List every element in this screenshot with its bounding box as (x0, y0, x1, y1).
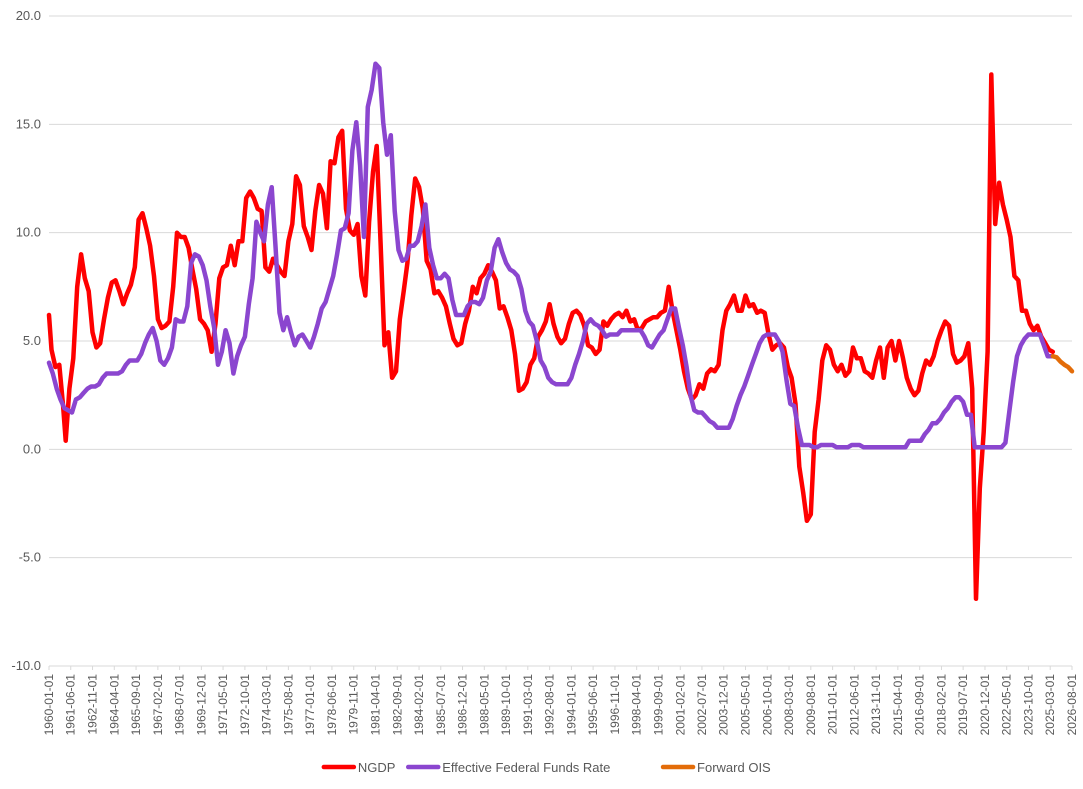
x-tick-label: 1974-03-01 (260, 674, 274, 736)
series-line-effective-federal-funds-rate (46, 61, 1056, 450)
x-tick-label: 1982-09-01 (390, 674, 404, 736)
x-tick-label: 1991-03-01 (521, 674, 535, 736)
series-line-ngdp (46, 72, 1056, 602)
y-tick-label: 15.0 (16, 116, 41, 131)
x-tick-label: 2025-03-01 (1043, 674, 1057, 736)
x-tick-label: 1962-11-01 (86, 674, 100, 735)
x-tick-label: 2022-05-01 (1000, 674, 1014, 736)
series-line-forward-ois (1050, 353, 1075, 374)
x-tick-label: 1978-06-01 (325, 674, 339, 736)
legend-label-effective-federal-funds-rate: Effective Federal Funds Rate (442, 760, 610, 775)
x-tick-label: 2006-10-01 (760, 674, 774, 736)
y-tick-label: 10.0 (16, 225, 41, 240)
x-tick-label: 1965-09-01 (129, 674, 143, 736)
x-tick-label: 2001-02-01 (673, 674, 687, 736)
legend-label-forward-ois: Forward OIS (697, 760, 771, 775)
x-tick-label: 2016-09-01 (913, 674, 927, 736)
x-tick-label: 1992-08-01 (543, 674, 557, 736)
x-tick-label: 1994-01-01 (564, 674, 578, 736)
x-tick-label: 1996-11-01 (608, 674, 622, 735)
x-tick-label: 1988-05-01 (477, 674, 491, 736)
x-tick-label: 1977-01-01 (303, 674, 317, 736)
x-tick-label: 1995-06-01 (586, 674, 600, 736)
x-tick-label: 2003-12-01 (717, 674, 731, 736)
x-tick-label: 2011-01-01 (826, 674, 840, 735)
x-tick-label: 2019-07-01 (956, 674, 970, 736)
x-tick-label: 2020-12-01 (978, 674, 992, 736)
gridlines (49, 15, 1072, 667)
x-tick-label: 1971-05-01 (216, 674, 230, 736)
x-tick-label: 1986-12-01 (456, 674, 470, 736)
x-tick-label: 2005-05-01 (738, 674, 752, 736)
x-tick-label: 2012-06-01 (847, 674, 861, 736)
x-tick-label: 1968-07-01 (173, 674, 187, 736)
x-tick-label: 1998-04-01 (630, 674, 644, 736)
x-tick-label: 2023-10-01 (1021, 674, 1035, 736)
y-axis-tick-labels: 20.0 15.0 10.0 5.0 0.0 -5.0 -10.0 (11, 8, 41, 673)
x-tick-label: 2008-03-01 (782, 674, 796, 736)
x-tick-label: 1961-06-01 (64, 674, 78, 736)
x-tick-label: 1981-04-01 (368, 674, 382, 736)
y-tick-label: -5.0 (19, 550, 41, 565)
x-tick-label: 2009-08-01 (804, 674, 818, 736)
x-tick-label: 1989-10-01 (499, 674, 513, 736)
y-tick-label: -10.0 (11, 658, 41, 673)
x-tick-label: 1999-09-01 (651, 674, 665, 736)
legend-label-ngdp: NGDP (358, 760, 396, 775)
x-tick-label: 2002-07-01 (695, 674, 709, 736)
x-tick-label: 2026-08-01 (1065, 674, 1079, 736)
x-tick-label: 2015-04-01 (891, 674, 905, 736)
x-tick-label: 1979-11-01 (347, 674, 361, 735)
x-tick-label: 2018-02-01 (934, 674, 948, 736)
x-axis-tick-labels: 1960-01-01 1961-06-01 1962-11-01 1964-04-01… (42, 666, 1079, 735)
x-tick-label: 1984-02-01 (412, 674, 426, 736)
x-tick-label: 1972-10-01 (238, 674, 252, 736)
x-tick-label: 2013-11-01 (869, 674, 883, 735)
legend: NGDP Effective Federal Funds Rate Forward … (321, 760, 771, 775)
x-tick-label: 1964-04-01 (107, 674, 121, 736)
y-tick-label: 0.0 (23, 441, 41, 456)
x-tick-label: 1985-07-01 (434, 674, 448, 736)
x-tick-label: 1960-01-01 (42, 674, 56, 736)
y-tick-label: 20.0 (16, 8, 41, 23)
x-tick-label: 1967-02-01 (151, 674, 165, 736)
x-tick-label: 1975-08-01 (281, 674, 295, 736)
series-lines (46, 61, 1075, 602)
y-tick-label: 5.0 (23, 333, 41, 348)
x-tick-label: 1969-12-01 (194, 674, 208, 736)
